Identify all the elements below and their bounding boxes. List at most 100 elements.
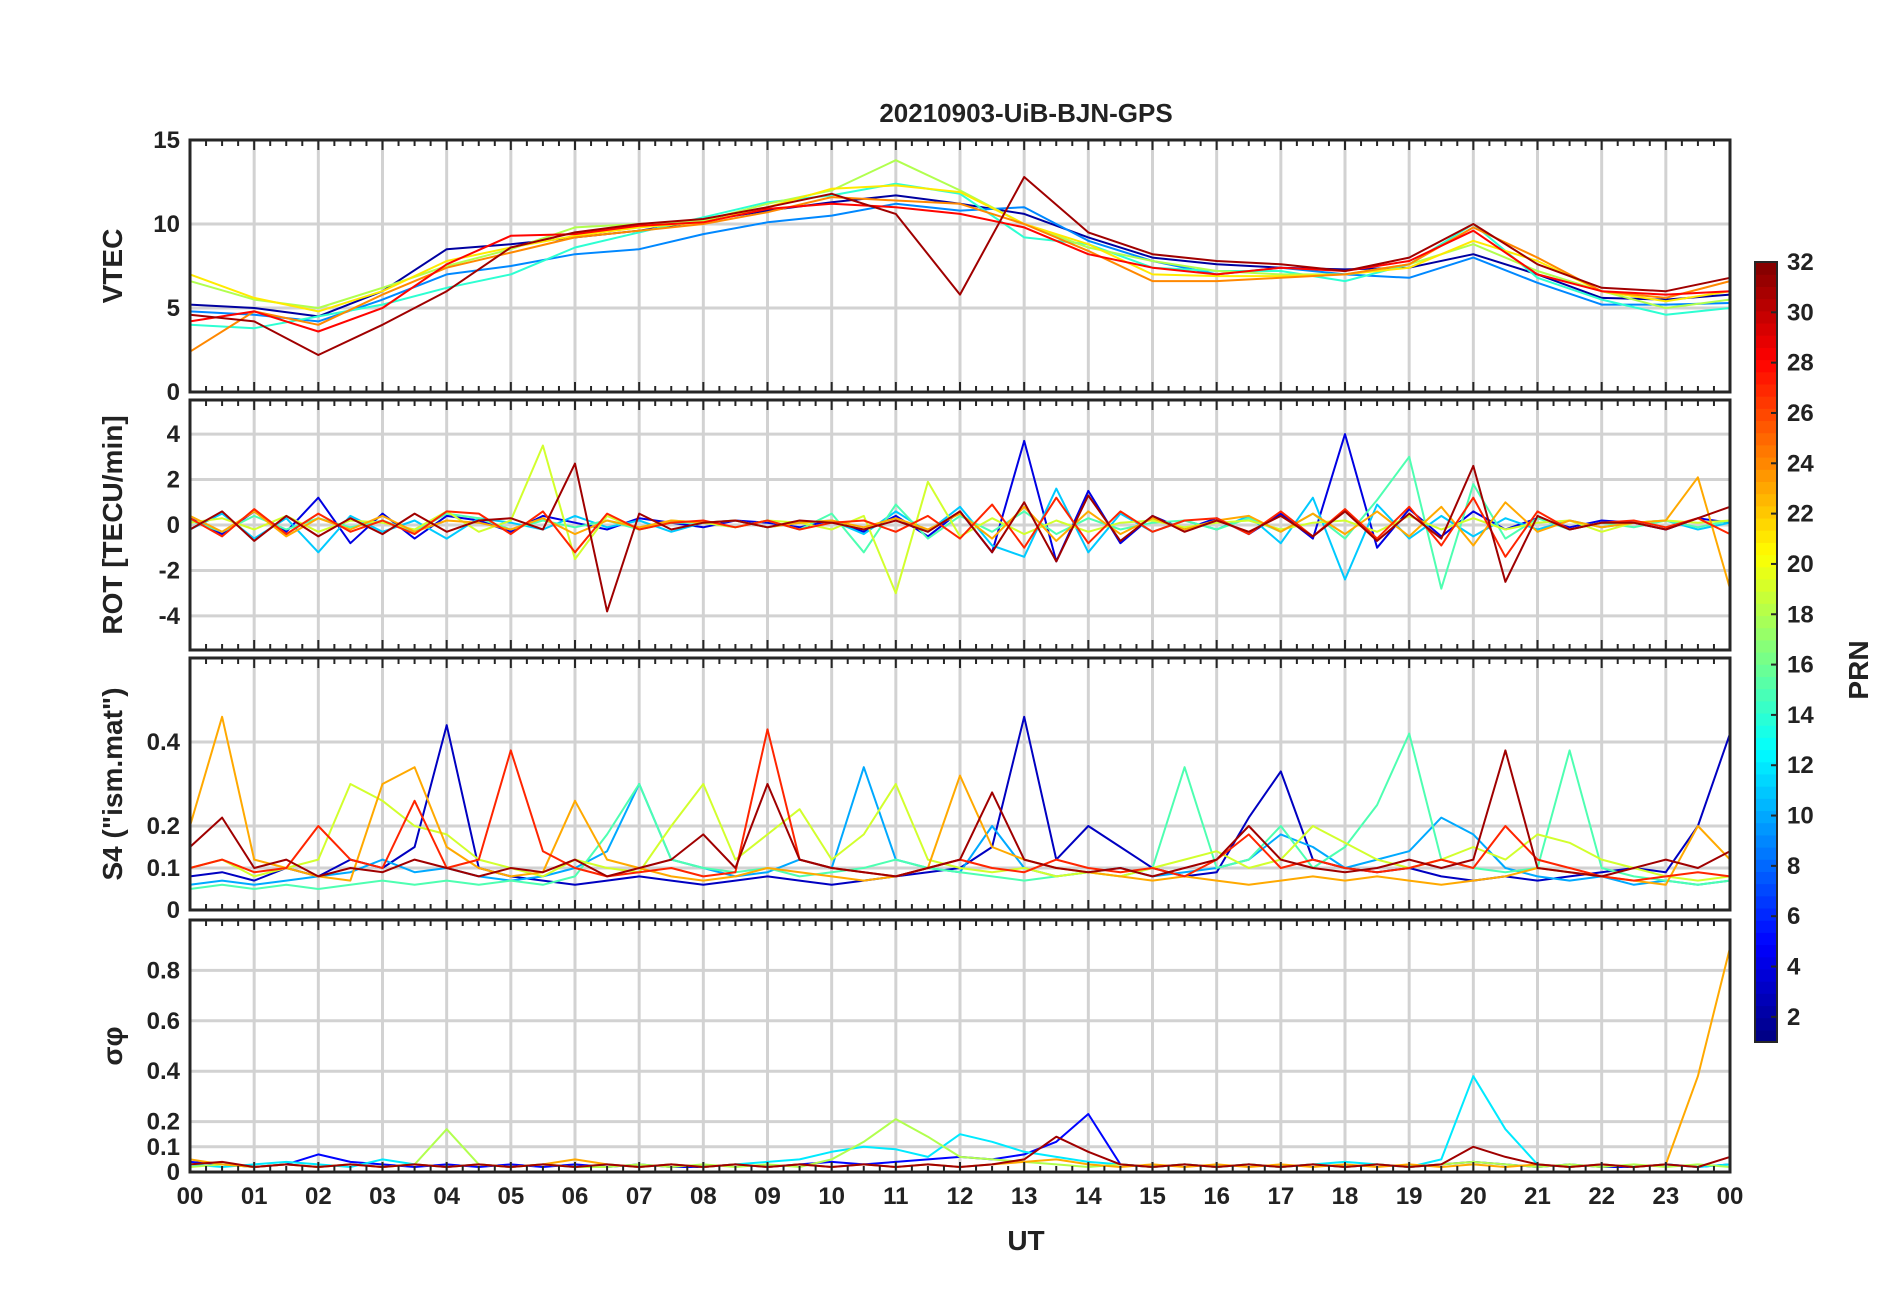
x-tick-label: 02 (305, 1183, 332, 1210)
series-prn-11 (189, 487, 1731, 581)
colorbar-swatch (1755, 262, 1777, 275)
x-tick-label: 03 (369, 1183, 396, 1210)
colorbar-swatch (1755, 432, 1777, 446)
colorbar-swatch (1755, 383, 1777, 397)
x-tick-label: 14 (1075, 1183, 1102, 1210)
colorbar-swatch (1755, 810, 1777, 824)
colorbar-swatch (1755, 749, 1777, 763)
series-prn-31 (189, 749, 1731, 878)
x-tick-label: 09 (754, 1183, 781, 1210)
y-tick-label: -2 (159, 557, 180, 584)
minor-ticks (189, 400, 1731, 650)
panel-vtec: 0 5 10 15 VTEC (97, 127, 1732, 406)
x-tick-label: 16 (1203, 1183, 1230, 1210)
colorbar-swatch (1755, 676, 1777, 690)
x-tick-label: 10 (818, 1183, 845, 1210)
series-prn-18 (189, 1118, 1731, 1168)
colorbar-tick-label: 28 (1787, 350, 1814, 377)
colorbar-swatch (1755, 469, 1777, 482)
colorbar-tick-label: 24 (1787, 450, 1814, 477)
colorbar-swatch (1755, 652, 1777, 665)
x-tick-label: 22 (1588, 1183, 1615, 1210)
x-tick-label: 11 (883, 1183, 908, 1210)
colorbar-tick-label: 14 (1787, 702, 1814, 729)
minor-ticks (189, 140, 1731, 392)
y-tick-label: 0 (167, 512, 180, 539)
series-prn-27 (189, 496, 1731, 558)
colorbar-swatch (1755, 505, 1777, 519)
colorbar-swatch (1755, 932, 1777, 946)
y-tick-label: 15 (153, 127, 180, 154)
panel-vtec-series (189, 159, 1731, 356)
colorbar-swatch (1755, 359, 1777, 373)
colorbar-swatch (1755, 371, 1777, 385)
series-prn-15 (189, 455, 1731, 590)
colorbar-swatch (1755, 822, 1777, 836)
colorbar-swatch (1755, 993, 1777, 1007)
x-tick-label: 18 (1332, 1183, 1359, 1210)
colorbar-swatch (1755, 530, 1777, 543)
y-axis-label-s4: S4 ("ism.mat") (97, 687, 128, 880)
x-tick-label: 23 (1652, 1183, 1679, 1210)
panel-s4-series (189, 715, 1731, 890)
colorbar-swatch (1755, 542, 1777, 556)
y-tick-label: 4 (167, 421, 181, 448)
minor-ticks (189, 920, 1731, 1172)
colorbar-swatch (1755, 444, 1777, 458)
colorbar-swatch (1755, 591, 1777, 604)
y-tick-label: 0.4 (147, 1058, 181, 1085)
x-tick-label: 04 (433, 1183, 460, 1210)
y-tick-label: 0.1 (147, 855, 180, 882)
y-tick-label: 5 (167, 295, 180, 322)
colorbar-swatch (1755, 859, 1777, 872)
colorbar-swatch (1755, 639, 1777, 653)
colorbar-swatch (1755, 274, 1777, 287)
colorbar-swatch (1755, 895, 1777, 909)
panel-sigma-phi: 00.10.2 0.4 0.6 0.8 σφ (97, 918, 1732, 1186)
colorbar-swatch (1755, 1029, 1777, 1043)
y-tick-label: 0 (167, 1159, 180, 1186)
colorbar-tick-label: 30 (1787, 299, 1814, 326)
x-tick-label: 06 (562, 1183, 589, 1210)
colorbar-swatch (1755, 347, 1777, 361)
colorbar-swatch (1755, 688, 1777, 702)
colorbar-swatch (1755, 517, 1777, 531)
series-prn-19 (189, 783, 1731, 882)
colorbar-tick-label: 6 (1787, 903, 1800, 930)
y-axis-label-sigma-phi: σφ (97, 1026, 128, 1065)
colorbar-swatch (1755, 968, 1777, 982)
panel-s4: 0 0.1 0.2 0.4 S4 ("ism.mat") (97, 656, 1732, 924)
colorbar-swatch (1755, 834, 1777, 848)
colorbar-swatch (1755, 298, 1777, 312)
colorbar-swatch (1755, 615, 1777, 629)
colorbar-frame (1754, 261, 1778, 1043)
x-tick-label: 12 (947, 1183, 974, 1210)
y-tick-label: 0 (167, 379, 180, 406)
colorbar-swatch (1755, 603, 1777, 617)
colorbar-swatch (1755, 944, 1777, 958)
x-tick-label: 08 (690, 1183, 717, 1210)
y-tick-label: 0.6 (147, 1008, 180, 1035)
series-prn-9 (189, 202, 1731, 323)
y-tick-label: 0.1 (147, 1134, 180, 1161)
x-tick-label: 05 (497, 1183, 524, 1210)
colorbar-tick-label: 32 (1787, 249, 1814, 276)
colorbar-swatch (1755, 627, 1777, 641)
series-prn-18 (189, 159, 1731, 309)
y-tick-label: 2 (167, 467, 180, 494)
series-prn-31 (189, 176, 1731, 356)
panel-rot-series (189, 433, 1731, 613)
colorbar-swatch (1755, 847, 1777, 860)
y-tick-label: -4 (159, 603, 181, 630)
colorbar-swatch (1755, 554, 1777, 568)
colorbar-swatch (1755, 322, 1777, 336)
colorbar-swatch (1755, 712, 1777, 726)
colorbar-swatch (1755, 907, 1777, 921)
colorbar-swatch (1755, 420, 1777, 434)
colorbar-swatch (1755, 883, 1777, 897)
colorbar-swatch (1755, 1005, 1777, 1019)
series-prn-28 (189, 202, 1731, 333)
colorbar-swatch (1755, 773, 1777, 787)
x-tick-label: 07 (626, 1183, 653, 1210)
